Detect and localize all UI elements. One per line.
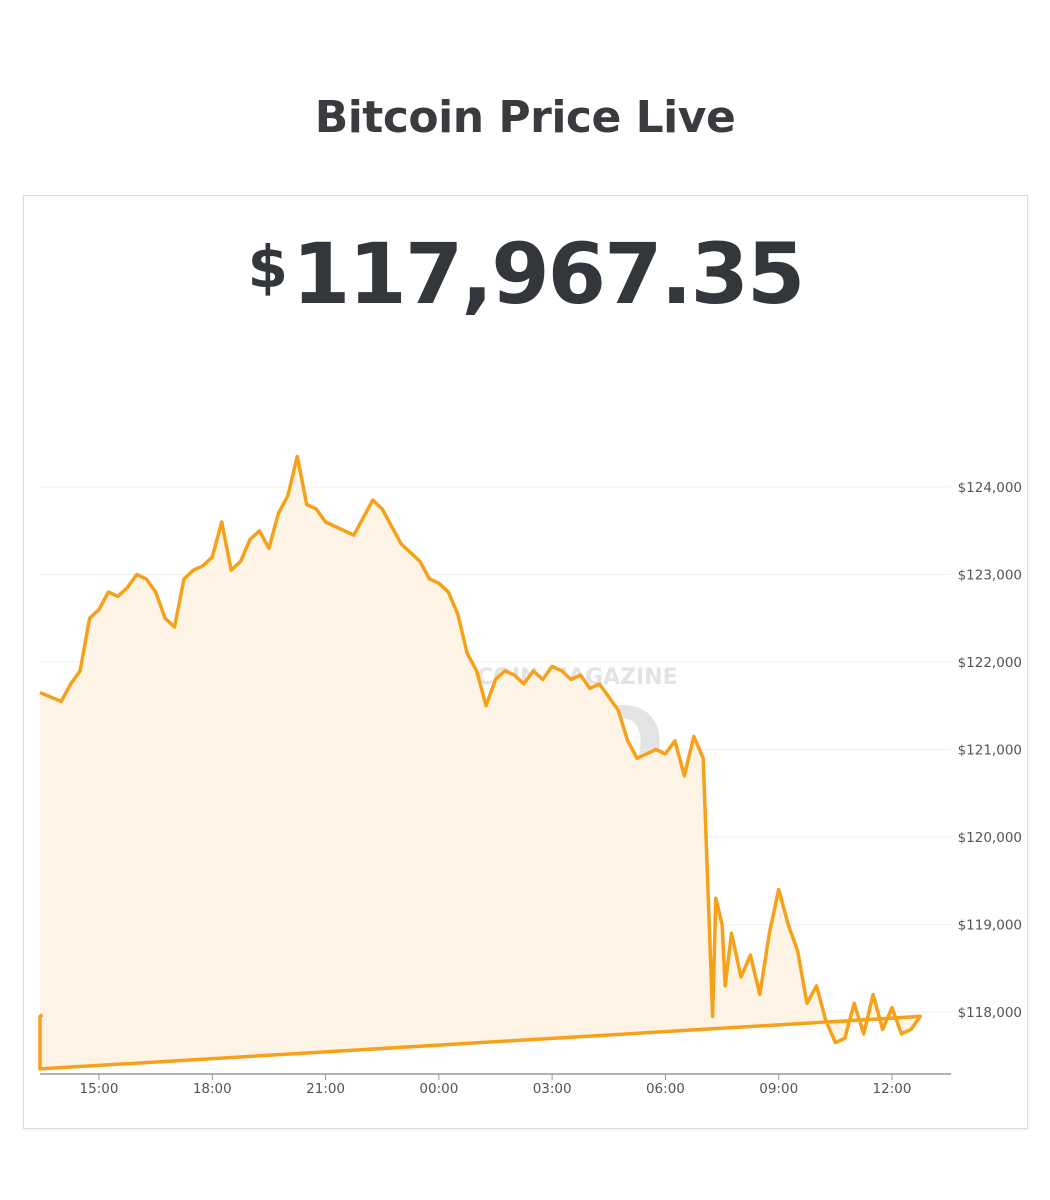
current-price: $117,967.35 [24,232,1027,316]
x-tick-label: 15:00 [80,1081,119,1097]
x-tick-label: 18:00 [193,1081,232,1097]
price-chart[interactable]: BITCOIN MAGAZINE PRO $124,000$123,000$12… [24,196,1027,1128]
y-tick-label: $124,000 [958,480,1022,496]
y-tick-label: $120,000 [958,830,1022,846]
y-tick-label: $122,000 [958,655,1022,671]
x-tick-label: 09:00 [759,1081,798,1097]
page-title: Bitcoin Price Live [314,92,736,143]
y-axis-ticks: $124,000 $123,000 $122,000 $121,000 $120,000… [958,480,1022,1021]
price-line [38,454,923,1071]
price-chart-card: $117,967.35 BITCOIN MAGAZINE PRO $124,00… [23,195,1028,1129]
x-tick-label: 12:00 [873,1081,912,1097]
price-value: 117,967.35 [291,225,805,323]
price-area-fill [40,456,921,1074]
currency-symbol: $ [247,233,288,301]
y-tick-label: $121,000 [958,743,1022,759]
x-tick-label: 03:00 [533,1081,572,1097]
y-tick-label: $119,000 [958,918,1022,934]
y-tick-label: $118,000 [958,1005,1022,1021]
x-tick-label: 21:00 [306,1081,345,1097]
x-tick-label: 00:00 [419,1081,458,1097]
x-axis-ticks: 15:00 18:00 21:00 00:00 03:00 06:00 09:00 12:00 [80,1074,912,1097]
x-tick-label: 06:00 [646,1081,685,1097]
y-tick-label: $123,000 [958,568,1022,584]
